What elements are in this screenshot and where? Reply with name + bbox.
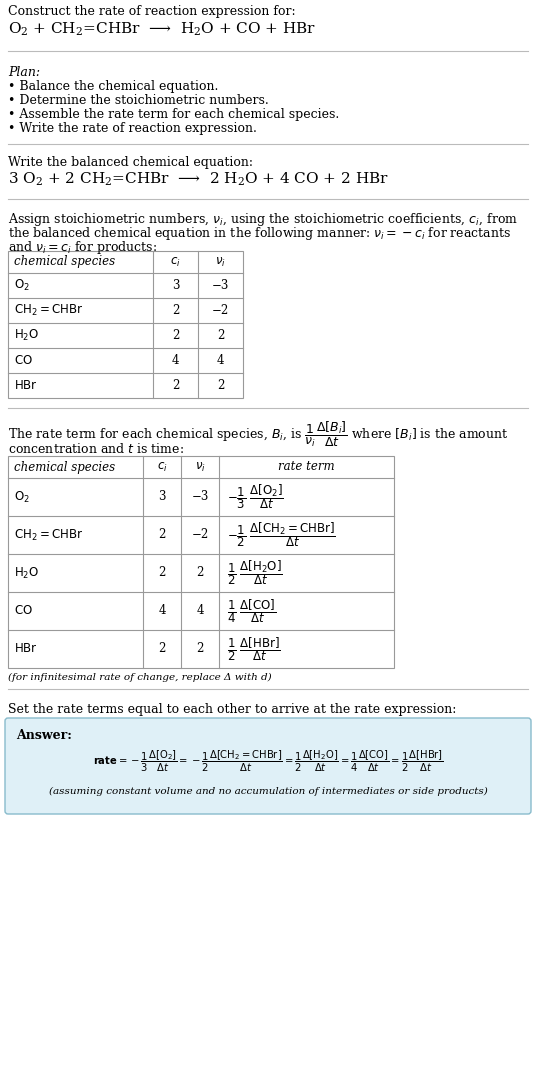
Text: $\mathrm{H_2O}$: $\mathrm{H_2O}$ [14, 328, 39, 343]
Text: −2: −2 [212, 304, 229, 317]
Text: The rate term for each chemical species, $B_i$, is $\dfrac{1}{\nu_i}\dfrac{\Delt: The rate term for each chemical species,… [8, 420, 509, 449]
Text: • Write the rate of reaction expression.: • Write the rate of reaction expression. [8, 122, 257, 135]
Text: 2: 2 [196, 642, 204, 655]
Text: chemical species: chemical species [14, 256, 115, 269]
Text: rate term: rate term [278, 461, 335, 474]
Text: 4: 4 [172, 354, 179, 367]
Text: $\mathrm{HBr}$: $\mathrm{HBr}$ [14, 379, 38, 392]
Text: 2: 2 [172, 379, 179, 392]
Text: 4: 4 [217, 354, 224, 367]
Text: 2: 2 [158, 642, 166, 655]
Text: (assuming constant volume and no accumulation of intermediates or side products): (assuming constant volume and no accumul… [49, 787, 487, 796]
Text: 2: 2 [196, 567, 204, 580]
Text: Answer:: Answer: [16, 729, 72, 741]
Text: $-\dfrac{1}{2}\ \dfrac{\Delta[\mathrm{CH_2{=}CHBr}]}{\Delta t}$: $-\dfrac{1}{2}\ \dfrac{\Delta[\mathrm{CH… [227, 521, 336, 549]
Text: chemical species: chemical species [14, 461, 115, 474]
Text: $\mathbf{rate} = -\dfrac{1}{3}\dfrac{\Delta[\mathrm{O_2}]}{\Delta t} = -\dfrac{1: $\mathbf{rate} = -\dfrac{1}{3}\dfrac{\De… [93, 749, 443, 774]
Text: $\mathrm{HBr}$: $\mathrm{HBr}$ [14, 642, 38, 655]
Text: Construct the rate of reaction expression for:: Construct the rate of reaction expressio… [8, 5, 296, 17]
Text: • Assemble the rate term for each chemical species.: • Assemble the rate term for each chemic… [8, 108, 339, 121]
Text: $\mathrm{CO}$: $\mathrm{CO}$ [14, 605, 33, 617]
Text: $\mathrm{CO}$: $\mathrm{CO}$ [14, 354, 33, 367]
Text: −3: −3 [212, 278, 229, 292]
Text: $c_i$: $c_i$ [157, 461, 167, 474]
Text: 2: 2 [172, 304, 179, 317]
Text: −3: −3 [191, 490, 209, 503]
Text: $c_i$: $c_i$ [170, 256, 181, 269]
Text: 3 $\mathregular{O_2}$ + 2 $\mathregular{CH_2}$=CHBr  ⟶  2 $\mathregular{H_2}$O +: 3 $\mathregular{O_2}$ + 2 $\mathregular{… [8, 171, 389, 189]
Text: 2: 2 [158, 567, 166, 580]
Text: the balanced chemical equation in the following manner: $\nu_i = -c_i$ for react: the balanced chemical equation in the fo… [8, 225, 511, 242]
Text: $\dfrac{1}{2}\ \dfrac{\Delta[\mathrm{H_2O}]}{\Delta t}$: $\dfrac{1}{2}\ \dfrac{\Delta[\mathrm{H_2… [227, 559, 283, 587]
Text: $\dfrac{1}{4}\ \dfrac{\Delta[\mathrm{CO}]}{\Delta t}$: $\dfrac{1}{4}\ \dfrac{\Delta[\mathrm{CO}… [227, 597, 277, 625]
Text: 2: 2 [172, 329, 179, 342]
Text: 4: 4 [196, 605, 204, 617]
Text: $\nu_i$: $\nu_i$ [215, 256, 226, 269]
Text: • Balance the chemical equation.: • Balance the chemical equation. [8, 80, 218, 93]
Text: $\mathregular{O_2}$ + $\mathregular{CH_2}$=CHBr  ⟶  $\mathregular{H_2}$O + CO + : $\mathregular{O_2}$ + $\mathregular{CH_2… [8, 21, 316, 38]
Text: $\dfrac{1}{2}\ \dfrac{\Delta[\mathrm{HBr}]}{\Delta t}$: $\dfrac{1}{2}\ \dfrac{\Delta[\mathrm{HBr… [227, 636, 281, 663]
Text: 4: 4 [158, 605, 166, 617]
Text: 3: 3 [172, 278, 179, 292]
Text: (for infinitesimal rate of change, replace Δ with d): (for infinitesimal rate of change, repla… [8, 673, 272, 682]
Text: Write the balanced chemical equation:: Write the balanced chemical equation: [8, 156, 253, 169]
Text: concentration and $t$ is time:: concentration and $t$ is time: [8, 442, 184, 456]
FancyBboxPatch shape [5, 719, 531, 814]
Text: • Determine the stoichiometric numbers.: • Determine the stoichiometric numbers. [8, 94, 269, 107]
Text: $\mathrm{H_2O}$: $\mathrm{H_2O}$ [14, 566, 39, 581]
Text: $\mathrm{CH_2{=}CHBr}$: $\mathrm{CH_2{=}CHBr}$ [14, 302, 83, 318]
Text: 2: 2 [158, 529, 166, 542]
Text: 2: 2 [217, 379, 224, 392]
Text: −2: −2 [191, 529, 209, 542]
Text: 3: 3 [158, 490, 166, 503]
Bar [8, 251, 243, 397]
Text: Assign stoichiometric numbers, $\nu_i$, using the stoichiometric coefficients, $: Assign stoichiometric numbers, $\nu_i$, … [8, 211, 518, 228]
Text: $\mathrm{CH_2{=}CHBr}$: $\mathrm{CH_2{=}CHBr}$ [14, 527, 83, 543]
Text: 2: 2 [217, 329, 224, 342]
Text: and $\nu_i = c_i$ for products:: and $\nu_i = c_i$ for products: [8, 239, 157, 256]
Text: $\mathrm{O_2}$: $\mathrm{O_2}$ [14, 489, 30, 505]
Text: $-\dfrac{1}{3}\ \dfrac{\Delta[\mathrm{O_2}]}{\Delta t}$: $-\dfrac{1}{3}\ \dfrac{\Delta[\mathrm{O_… [227, 483, 284, 511]
Text: $\mathrm{O_2}$: $\mathrm{O_2}$ [14, 278, 30, 293]
Text: $\nu_i$: $\nu_i$ [195, 461, 205, 474]
Text: Plan:: Plan: [8, 66, 40, 79]
Bar [8, 456, 394, 668]
Text: Set the rate terms equal to each other to arrive at the rate expression:: Set the rate terms equal to each other t… [8, 703, 456, 716]
